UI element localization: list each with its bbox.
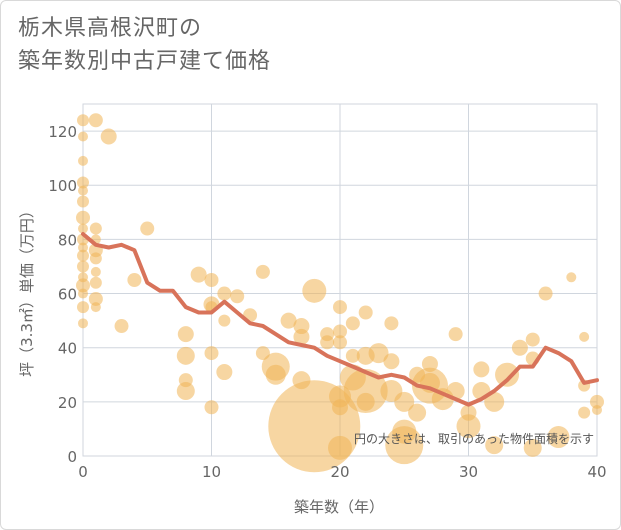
bubble-point <box>368 343 389 364</box>
x-tick-label: 30 <box>459 463 478 481</box>
bubble-point <box>320 335 335 350</box>
y-tick-label: 80 <box>58 231 77 249</box>
bubble-point <box>280 312 297 329</box>
bubble-point <box>460 404 477 421</box>
bubble-point <box>100 128 117 145</box>
bubble-point <box>77 176 89 189</box>
average-price-line <box>81 232 599 407</box>
bubble-point <box>204 273 219 287</box>
bubble-point <box>333 300 347 315</box>
bubble-layer <box>76 113 604 473</box>
bubble-point <box>523 438 542 457</box>
bubble-point <box>77 301 89 314</box>
bubble-point <box>88 113 103 128</box>
bubble-point <box>495 362 520 387</box>
bubble-point <box>76 210 90 225</box>
bubble-point <box>78 242 88 253</box>
bubble-point <box>566 272 577 283</box>
bubble-point <box>77 114 89 127</box>
bubble-point <box>77 260 89 273</box>
bubble-point <box>392 419 417 444</box>
bubble-point <box>343 369 388 414</box>
bubble-point <box>78 318 88 329</box>
y-tick-label: 20 <box>58 394 77 412</box>
bubble-point <box>218 314 231 327</box>
bubble-point <box>216 364 233 381</box>
bubble-point <box>511 339 528 356</box>
bubble-point <box>176 346 195 365</box>
bubble-point <box>78 131 88 142</box>
chart-title: 栃木県高根沢町の 築年数別中古戸建て価格 <box>18 16 272 74</box>
bubble-point <box>456 414 481 439</box>
bubble-point <box>140 221 155 236</box>
bubble-point <box>190 266 207 283</box>
y-tick-label: 40 <box>58 340 77 358</box>
bubble-point <box>383 353 400 370</box>
y-tick-label: 0 <box>67 448 77 466</box>
bubble-point <box>78 223 88 234</box>
bubble-point <box>421 355 438 372</box>
bubble-point <box>525 332 540 347</box>
bubble-point <box>333 335 347 350</box>
bubble-point <box>265 364 286 385</box>
y-tick-label: 120 <box>48 123 77 141</box>
bubble-point <box>78 288 88 299</box>
bubble-point <box>473 361 490 378</box>
size-annotation: 円の大きさは、取引のあった物件面積を示す <box>354 431 594 446</box>
bubble-point <box>578 406 591 419</box>
y-tick-label: 60 <box>58 286 77 304</box>
bubble-point <box>204 346 219 361</box>
bubble-point <box>78 155 88 166</box>
y-axis-label: 坪（3.3㎡）単価（万円） <box>18 203 36 377</box>
bubble-point <box>302 278 327 303</box>
bubble-point <box>345 316 360 331</box>
bubble-point <box>384 316 399 331</box>
bubble-point <box>204 400 219 415</box>
bubble-point <box>76 278 90 293</box>
tick-label-layer: 0 20 40 60 80 100 120 0 10 20 30 40 <box>48 123 606 481</box>
bubble-point <box>217 286 232 301</box>
bubble-point <box>88 291 103 306</box>
y-tick-label: 100 <box>48 177 77 195</box>
bubble-point <box>408 403 427 422</box>
bubble-point <box>538 286 553 301</box>
bubble-point <box>394 391 415 412</box>
bubble-point <box>333 324 347 339</box>
x-tick-label: 10 <box>202 463 221 481</box>
bubble-point <box>332 399 348 416</box>
bubble-point <box>592 404 602 415</box>
trend-line-layer <box>81 232 599 407</box>
bubble-point <box>579 331 590 342</box>
grid-layer <box>82 103 598 457</box>
bubble-point <box>293 328 310 345</box>
bubble-point <box>356 392 375 411</box>
bubble-point <box>230 289 245 304</box>
bubble-point <box>176 382 195 401</box>
bubble-point <box>547 426 570 449</box>
x-tick-label: 40 <box>587 463 606 481</box>
bubble-point <box>89 222 102 235</box>
bubble-point <box>77 195 89 208</box>
bubble-point <box>328 435 352 460</box>
bubble-point <box>448 327 463 342</box>
bubble-point <box>89 252 102 265</box>
bubble-point <box>484 391 505 412</box>
bubble-point <box>114 319 129 334</box>
bubble-point <box>485 436 504 455</box>
bubble-point <box>90 266 101 277</box>
x-tick-label: 20 <box>330 463 349 481</box>
bubble-point <box>358 305 373 320</box>
bubble-point <box>78 185 88 196</box>
x-tick-label: 0 <box>78 463 88 481</box>
bubble-point <box>90 302 101 313</box>
bubble-point <box>590 394 604 409</box>
bubble-point <box>177 326 194 343</box>
bubble-point <box>77 249 89 262</box>
bubble-point <box>345 348 360 363</box>
bubble-point <box>255 264 270 279</box>
bubble-point <box>89 276 102 289</box>
x-axis-label: 築年数（年） <box>294 498 384 516</box>
bubble-point <box>127 273 142 287</box>
